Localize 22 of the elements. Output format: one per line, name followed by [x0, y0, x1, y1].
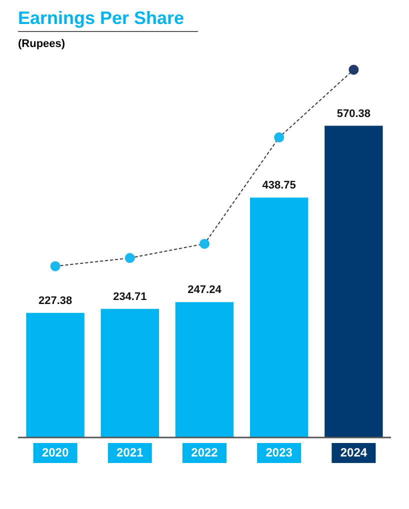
x-tick-label: 2022: [191, 445, 218, 460]
x-tick-label: 2020: [42, 445, 69, 460]
data-label: 234.71: [113, 290, 147, 303]
data-label: 227.38: [38, 294, 72, 307]
x-tick-label: 2024: [340, 445, 368, 460]
point: [124, 253, 135, 264]
data-label: 438.75: [262, 180, 296, 192]
bar: [324, 126, 383, 437]
point: [200, 238, 210, 249]
point: [274, 132, 284, 142]
chart-title: Earnings Per Share: [18, 8, 198, 32]
bar: [175, 302, 234, 437]
x-tick-label: 2021: [116, 445, 144, 460]
bar: [250, 198, 308, 437]
point: [50, 261, 60, 272]
x-tick-label: 2023: [266, 445, 293, 460]
chart-subtitle: (Rupees): [18, 38, 66, 50]
data-label: 570.38: [336, 108, 371, 120]
bar: [100, 308, 159, 437]
bar: [26, 312, 84, 437]
data-label: 247.24: [188, 284, 222, 296]
point: [348, 64, 359, 75]
